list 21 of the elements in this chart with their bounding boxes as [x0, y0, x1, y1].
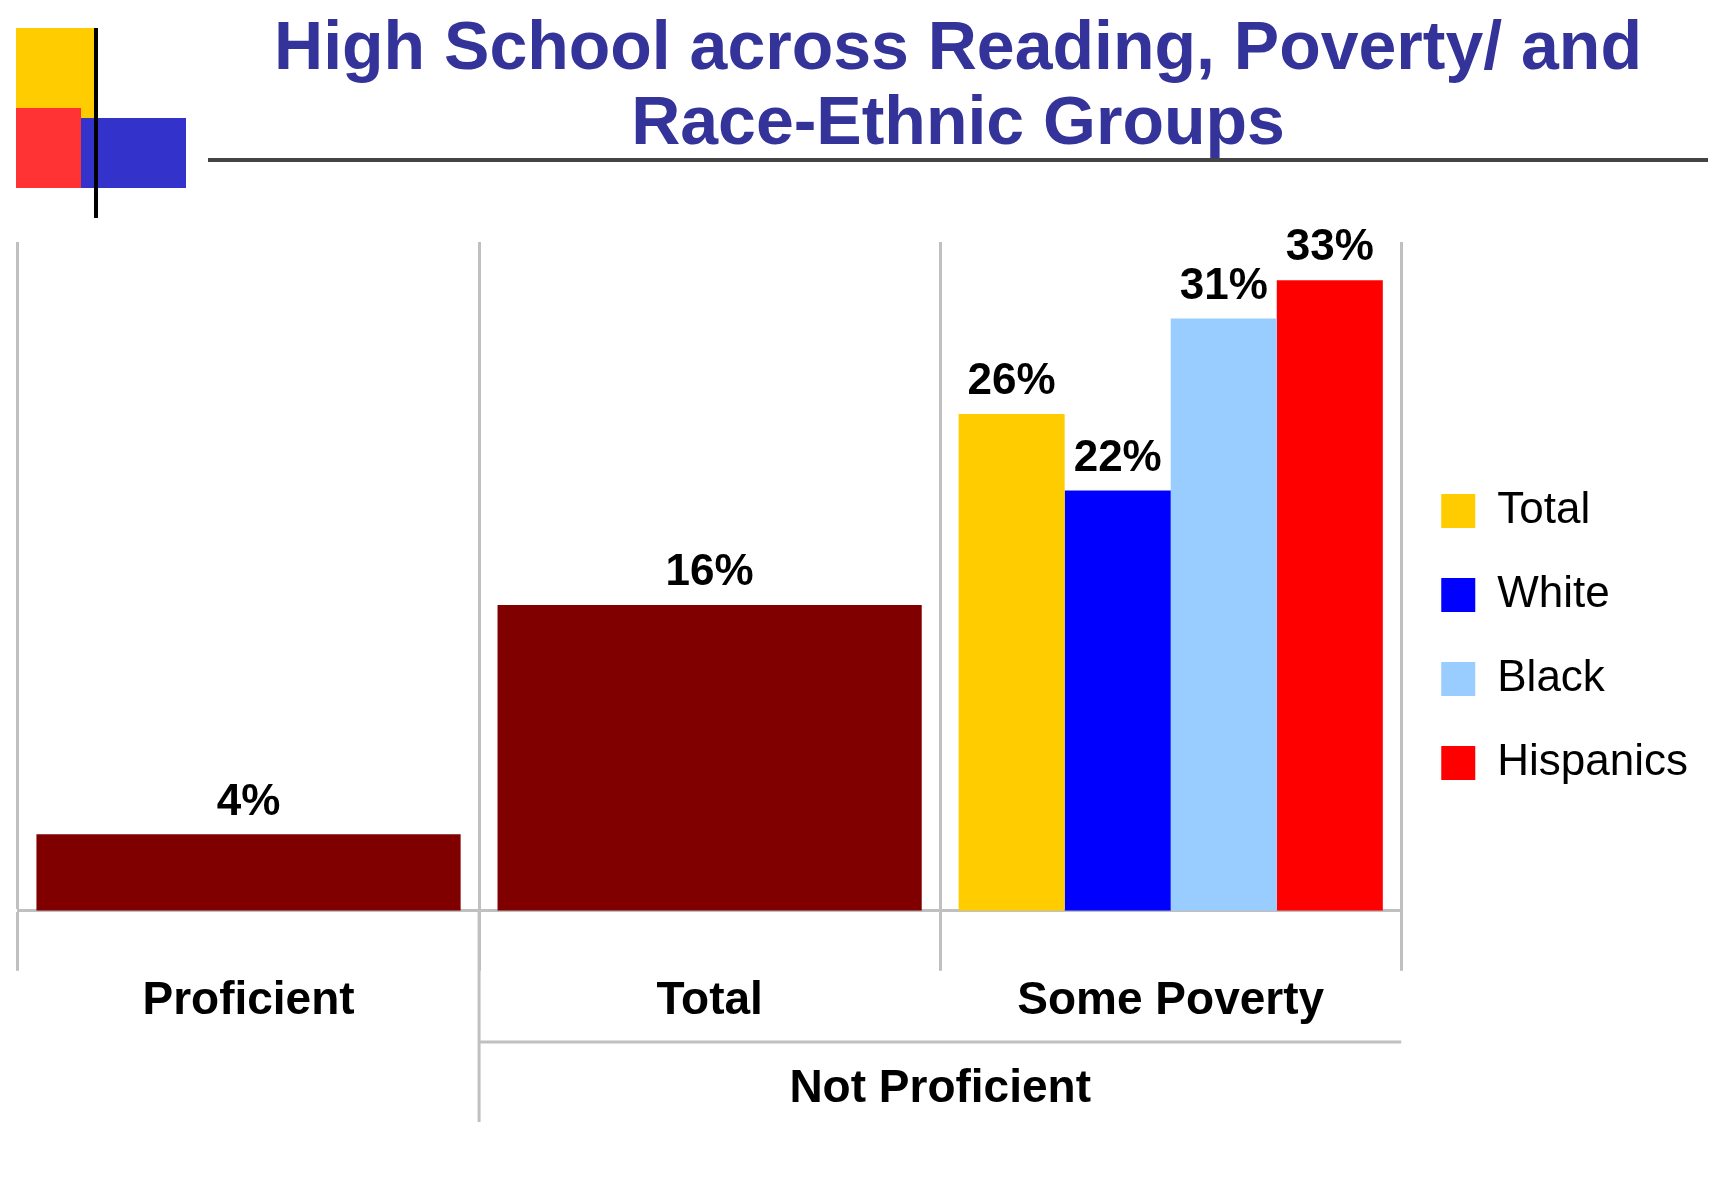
- bar: [958, 413, 1065, 911]
- bar: [36, 833, 461, 911]
- chart-title: High School across Reading, Poverty/ and Race-Ethnic Groups: [208, 7, 1708, 162]
- bar: [1276, 279, 1383, 911]
- x-tick-label: Some Poverty: [1017, 971, 1325, 1024]
- x-tick-label: Proficient: [142, 971, 355, 1024]
- data-label: 26%: [967, 353, 1056, 403]
- data-label: 31%: [1179, 258, 1268, 308]
- legend-label: White: [1497, 566, 1610, 616]
- bar: [497, 604, 922, 911]
- x-tick-label: Total: [656, 971, 763, 1024]
- data-label: 22%: [1073, 430, 1162, 480]
- legend-label: Hispanics: [1497, 734, 1689, 784]
- bar: [1170, 318, 1277, 911]
- data-label: 4%: [216, 774, 281, 824]
- legend-label: Black: [1497, 650, 1606, 700]
- text: Not Proficient: [789, 1059, 1091, 1112]
- legend-label: Total: [1497, 482, 1591, 532]
- data-label: 33%: [1285, 219, 1374, 269]
- data-label: 16%: [665, 544, 754, 594]
- bar: [1064, 490, 1171, 911]
